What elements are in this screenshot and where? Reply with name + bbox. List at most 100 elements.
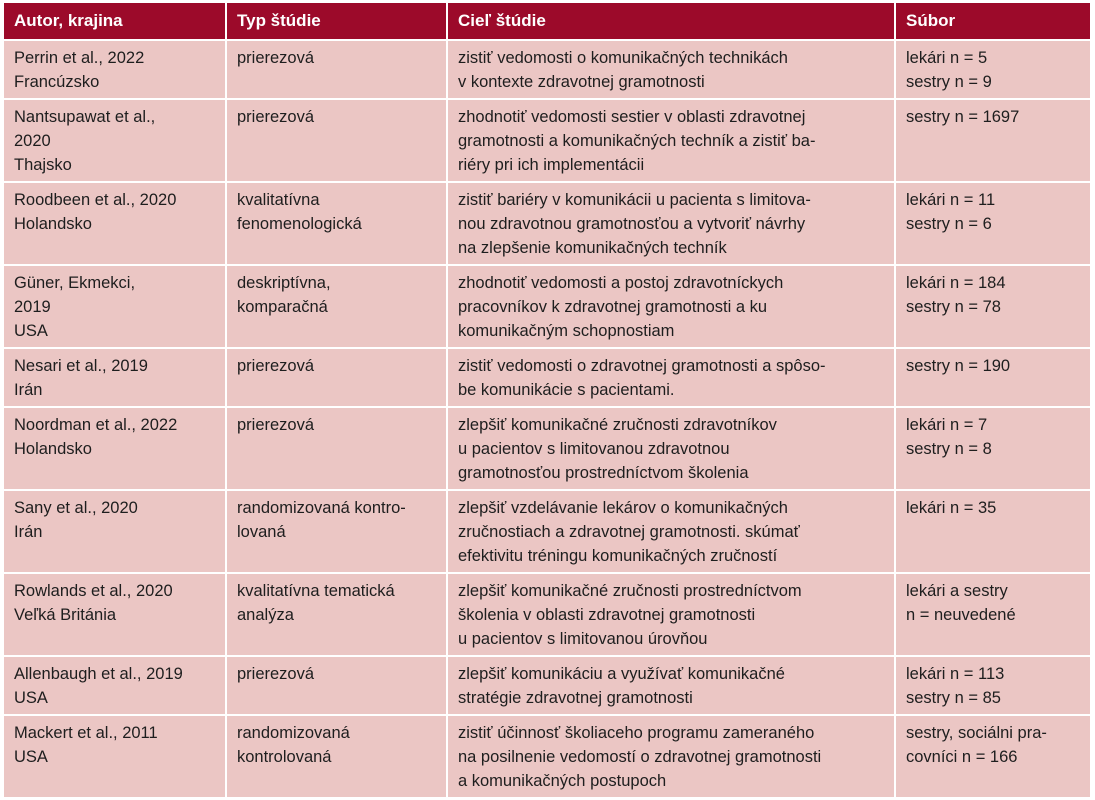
table-row: Sany et al., 2020 Irán randomizovaná kontr…: [4, 490, 1090, 574]
study-type-cell-line: kvalitatívna tematická: [237, 582, 395, 600]
sample-cell-line: lekári n = 7: [906, 416, 988, 434]
study-goal-cell-line: be komunikácie s pacientami.: [458, 381, 675, 399]
author-country-cell-line: Holandsko: [14, 440, 92, 458]
author-country-cell-line: Allenbaugh et al., 2019: [14, 665, 183, 683]
table-row: Roodbeen et al., 2020 Holandsko kvalitatív…: [4, 182, 1090, 266]
author-country-cell-line: Sany et al., 2020: [14, 499, 138, 517]
study-goal-cell-line: zlepšiť komunikáciu a využívať komunikač…: [458, 665, 785, 683]
study-type-cell-line: randomizovaná kontro-: [237, 499, 406, 517]
header-study-type: Typ štúdie: [226, 3, 448, 41]
author-country-cell-line: Veľká Británia: [14, 606, 117, 624]
study-goal-cell: zistiť bariéry v komunikácii u pacienta …: [447, 182, 896, 266]
author-country-cell: Güner, Ekmekci, 2019 USA: [4, 265, 227, 349]
studies-table: Autor, krajina Typ štúdie Cieľ štúdie Sú…: [4, 3, 1090, 799]
sample-cell: lekári n = 113 sestry n = 85: [895, 656, 1090, 716]
study-goal-cell-line: efektivitu tréningu komunikačných zručno…: [458, 547, 778, 565]
author-country-cell-line: Irán: [14, 523, 43, 541]
sample-cell: lekári n = 35: [895, 490, 1090, 574]
study-goal-cell-line: zlepšiť vzdelávanie lekárov o komunikačn…: [458, 499, 788, 517]
study-type-cell-line: prierezová: [237, 665, 315, 683]
table-row: Noordman et al., 2022 Holandsko prierezová…: [4, 407, 1090, 491]
author-country-cell-line: Rowlands et al., 2020: [14, 582, 173, 600]
study-goal-cell: zistiť účinnosť školiaceho programu zame…: [447, 715, 896, 799]
study-type-cell: kvalitatívna fenomenologická: [226, 182, 448, 266]
study-type-cell: prierezová: [226, 407, 448, 491]
study-goal-cell-line: stratégie zdravotnej gramotnosti: [458, 689, 693, 707]
study-type-cell: deskriptívna, komparačná: [226, 265, 448, 349]
study-type-cell-line: prierezová: [237, 108, 315, 126]
study-goal-cell-line: zlepšiť komunikačné zručnosti prostrední…: [458, 582, 802, 600]
study-goal-cell-line: riéry pri ich implementácii: [458, 156, 645, 174]
study-type-cell: prierezová: [226, 40, 448, 100]
table-row: Mackert et al., 2011 USA randomizovaná kont…: [4, 715, 1090, 799]
study-type-cell-line: randomizovaná: [237, 724, 350, 742]
study-goal-cell-line: v kontexte zdravotnej gramotnosti: [458, 73, 705, 91]
author-country-cell-line: Noordman et al., 2022: [14, 416, 178, 434]
study-goal-cell-line: zlepšiť komunikačné zručnosti zdravotník…: [458, 416, 777, 434]
author-country-cell-line: Mackert et al., 2011: [14, 724, 158, 742]
sample-cell: lekári n = 5 sestry n = 9: [895, 40, 1090, 100]
study-type-cell: prierezová: [226, 348, 448, 408]
study-type-cell-line: lovaná: [237, 523, 286, 541]
study-goal-cell-line: komunikačným schopnostiam: [458, 322, 675, 340]
author-country-cell-line: Holandsko: [14, 215, 92, 233]
sample-cell: lekári a sestry n = neuvedené: [895, 573, 1090, 657]
sample-cell: sestry, sociálni pra-covníci n = 166: [895, 715, 1090, 799]
author-country-cell: Allenbaugh et al., 2019 USA: [4, 656, 227, 716]
table-header-row: Autor, krajina Typ štúdie Cieľ štúdie Sú…: [4, 3, 1090, 41]
study-goal-cell: zlepšiť komunikačné zručnosti prostrední…: [447, 573, 896, 657]
study-goal-cell-line: gramotnosťou prostredníctvom školenia: [458, 464, 749, 482]
sample-cell-line: lekári a sestry: [906, 582, 1008, 600]
study-goal-cell-line: zistiť vedomosti o komunikačných technik…: [458, 49, 788, 67]
author-country-cell: Nesari et al., 2019 Irán: [4, 348, 227, 408]
study-type-cell: randomizovaná kontro-lovaná: [226, 490, 448, 574]
table-row: Allenbaugh et al., 2019 USA prierezová zlep…: [4, 656, 1090, 716]
table-row: Nesari et al., 2019 Irán prierezová zistiť …: [4, 348, 1090, 408]
study-goal-cell-line: u pacientov s limitovanou úrovňou: [458, 630, 708, 648]
author-country-cell: Nantsupawat et al., 2020 Thajsko: [4, 99, 227, 183]
study-goal-cell-line: školenia v oblasti zdravotnej gramotnost…: [458, 606, 756, 624]
study-type-cell: kvalitatívna tematická analýza: [226, 573, 448, 657]
table-body: Perrin et al., 2022 Francúzsko prierezová z…: [4, 40, 1090, 799]
table-row: Rowlands et al., 2020 Veľká Británia kvali…: [4, 573, 1090, 657]
sample-cell: sestry n = 1697: [895, 99, 1090, 183]
study-type-cell: prierezová: [226, 656, 448, 716]
author-country-cell-line: USA: [14, 748, 48, 766]
study-goal-cell: zhodnotiť vedomosti a postoj zdravotníck…: [447, 265, 896, 349]
author-country-cell: Sany et al., 2020 Irán: [4, 490, 227, 574]
sample-cell-line: sestry n = 8: [906, 440, 992, 458]
study-type-cell-line: prierezová: [237, 416, 315, 434]
table-row: Nantsupawat et al., 2020 Thajsko prierezová…: [4, 99, 1090, 183]
header-sample: Súbor: [895, 3, 1090, 41]
study-type-cell-line: fenomenologická: [237, 215, 362, 233]
author-country-cell: Rowlands et al., 2020 Veľká Británia: [4, 573, 227, 657]
author-country-cell: Mackert et al., 2011 USA: [4, 715, 227, 799]
sample-cell-line: lekári n = 5: [906, 49, 988, 67]
table-row: Perrin et al., 2022 Francúzsko prierezová z…: [4, 40, 1090, 100]
author-country-cell-line: 2019: [14, 298, 51, 316]
study-goal-cell-line: a komunikačných postupoch: [458, 772, 667, 790]
author-country-cell-line: Roodbeen et al., 2020: [14, 191, 177, 209]
study-goal-cell: zistiť vedomosti o zdravotnej gramotnost…: [447, 348, 896, 408]
sample-cell-line: covníci n = 166: [906, 748, 1018, 766]
sample-cell-line: lekári n = 113: [906, 665, 1005, 683]
study-goal-cell-line: zistiť vedomosti o zdravotnej gramotnost…: [458, 357, 826, 375]
study-goal-cell-line: zhodnotiť vedomosti sestier v oblasti zd…: [458, 108, 806, 126]
sample-cell: sestry n = 190: [895, 348, 1090, 408]
author-country-cell-line: Perrin et al., 2022: [14, 49, 145, 67]
sample-cell-line: sestry n = 190: [906, 357, 1011, 375]
sample-cell: lekári n = 7 sestry n = 8: [895, 407, 1090, 491]
study-type-cell: prierezová: [226, 99, 448, 183]
author-country-cell-line: Thajsko: [14, 156, 72, 174]
study-goal-cell-line: zhodnotiť vedomosti a postoj zdravotníck…: [458, 274, 784, 292]
study-type-cell-line: deskriptívna,: [237, 274, 331, 292]
study-goal-cell-line: zručnostiach a zdravotnej gramotnosti. s…: [458, 523, 800, 541]
sample-cell-line: lekári n = 11: [906, 191, 996, 209]
author-country-cell-line: Güner, Ekmekci,: [14, 274, 136, 292]
study-goal-cell-line: pracovníkov k zdravotnej gramotnosti a k…: [458, 298, 768, 316]
sample-cell-line: sestry n = 1697: [906, 108, 1020, 126]
sample-cell: lekári n = 184 sestry n = 78: [895, 265, 1090, 349]
study-type-cell-line: kontrolovaná: [237, 748, 332, 766]
sample-cell-line: sestry n = 6: [906, 215, 992, 233]
sample-cell-line: lekári n = 35: [906, 499, 997, 517]
